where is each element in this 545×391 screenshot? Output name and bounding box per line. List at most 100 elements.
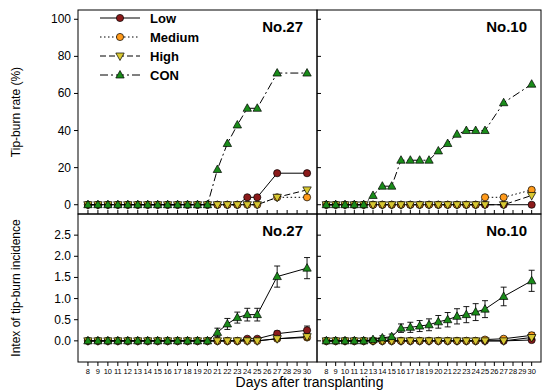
legend-marker [116,53,124,61]
x-tick [335,362,336,366]
data-point [462,338,470,346]
data-point [104,337,111,344]
data-point [435,201,442,208]
x-tick-label: 30 [527,367,535,376]
x-tick [419,362,420,366]
data-point [164,201,171,208]
x-tick [187,362,188,366]
error-bar-cap [435,328,441,329]
data-point [184,201,191,208]
data-point [481,126,489,134]
data-point [94,337,101,344]
y-tick [74,93,78,94]
data-point [84,336,92,344]
data-point [443,202,451,210]
data-point [233,338,241,346]
x-tick-label: 16 [163,367,171,376]
x-tick [87,210,88,214]
x-tick [410,362,411,366]
x-tick [107,210,108,214]
data-point [341,336,349,344]
data-point [163,200,171,208]
data-point [425,201,432,208]
x-tick [363,362,364,366]
x-tick [382,210,383,214]
error-bar-cap [501,287,507,288]
x-tick [287,210,288,214]
data-point [214,201,221,208]
data-point [435,201,442,208]
x-tick [475,210,476,214]
data-point [193,200,201,208]
data-point [203,336,211,344]
data-point [213,165,221,173]
data-point [369,202,377,210]
data-point [435,337,442,344]
x-tick-label: 13 [369,367,377,376]
x-tick [475,362,476,366]
x-tick [197,210,198,214]
data-point [397,337,404,344]
data-point [341,201,348,208]
data-point [194,201,201,208]
data-point [224,201,231,208]
data-point [163,336,171,344]
x-tick-label: 10 [341,367,349,376]
data-point [223,319,231,327]
data-point [114,337,121,344]
data-point [213,202,221,210]
x-tick [247,362,248,366]
chart-figure: 020406080100No.27Tip-burn rate (%)LowMed… [0,0,545,391]
error-bar-cap [454,323,460,324]
y-tick [74,167,78,168]
error-bar-cap [454,308,460,309]
data-point [213,328,221,336]
x-tick [267,210,268,214]
error-bar [304,326,310,334]
x-tick [410,210,411,214]
panel-title: No.27 [262,222,303,239]
x-tick-label: 19 [425,367,433,376]
x-tick-label: 8 [86,367,90,376]
data-point [387,332,395,340]
data-point [253,202,261,210]
x-tick [401,210,402,214]
data-point [527,334,535,342]
data-point [204,201,211,208]
x-tick [466,362,467,366]
data-point [397,201,404,208]
x-tick [503,362,504,366]
data-point [360,337,367,344]
data-point [254,201,261,208]
data-point [84,337,91,344]
data-point [332,201,339,208]
data-point [253,310,261,318]
x-tick [485,362,486,366]
x-tick [227,210,228,214]
x-tick-label: 9 [334,367,338,376]
data-point [425,337,432,344]
data-point [234,201,241,208]
x-tick-label: 22 [223,367,231,376]
data-point [174,201,181,208]
x-tick [401,362,402,366]
data-point [253,338,261,346]
data-point [425,320,433,328]
x-tick-label: 28 [509,367,517,376]
x-axis-label: Days after transplanting [236,374,384,390]
x-tick [147,210,148,214]
panel-title: No.10 [486,18,527,35]
data-point [387,182,395,190]
error-bar-cap [417,331,423,332]
y-tick [317,235,321,236]
data-point [331,200,339,208]
data-point [406,323,414,331]
data-point [104,336,112,344]
error-bar-cap [463,322,469,323]
data-point [114,200,122,208]
data-point [360,201,367,208]
data-point [351,201,358,208]
data-point [224,337,231,344]
y-tick-label: 100 [51,12,71,26]
data-point [471,338,479,346]
